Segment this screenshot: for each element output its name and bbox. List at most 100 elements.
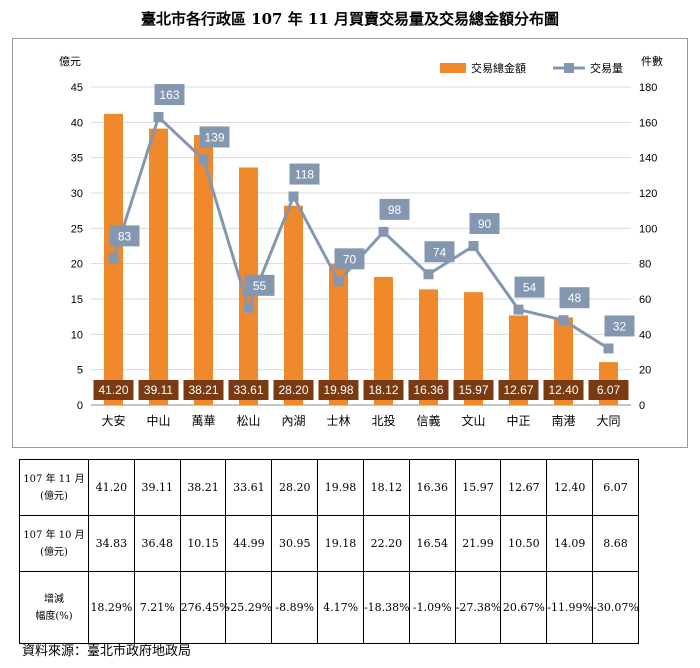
- y-right-tick-label: 40: [639, 329, 651, 341]
- y-left-tick-label: 25: [71, 223, 83, 235]
- y-right-tick-label: 100: [639, 223, 657, 235]
- bar-label-bg: [228, 380, 269, 400]
- bar-label-bg: [273, 380, 314, 400]
- y-right-tick-label: 80: [639, 259, 651, 271]
- line-data-label: 70: [343, 252, 357, 266]
- bar: [194, 134, 213, 405]
- table-cell: -8.89%: [271, 571, 319, 644]
- table-cell: 10.15: [179, 515, 227, 572]
- line-data-label: 54: [523, 281, 537, 295]
- y-right-tick-label: 160: [639, 117, 657, 129]
- source-note: 資料來源：臺北市政府地政局: [22, 644, 192, 659]
- bar-label-bg: [453, 380, 494, 400]
- bar-data-label: 41.20: [98, 383, 128, 397]
- line-series: [112, 115, 610, 350]
- y-left-tick-label: 0: [77, 400, 83, 412]
- y-left-tick-label: 10: [71, 329, 83, 341]
- bar-data-label: 18.12: [368, 383, 398, 397]
- table-cell: 14.09: [546, 515, 594, 572]
- line-point: [603, 343, 614, 354]
- line-label-bg: [559, 287, 590, 309]
- line-point: [243, 302, 254, 313]
- table-cell: 7.21%: [133, 571, 181, 644]
- x-tick-label: 信義: [416, 413, 440, 428]
- table-cell: 4.17%: [317, 571, 364, 644]
- line-data-label: 90: [478, 217, 492, 231]
- table-cell: 34.83: [88, 515, 135, 572]
- table-row-header-line: 幅度(%): [35, 610, 73, 622]
- table-cell: -27.38%: [454, 571, 502, 644]
- table-row: 增減 幅度(%) 18.29% 7.21% 276.45% -25.29% -8.89% 4.…: [19, 571, 639, 644]
- y-left-tick-label: 20: [71, 259, 83, 271]
- bar-data-label: 38.21: [188, 383, 218, 397]
- legend-line-label: 交易量: [590, 61, 623, 75]
- x-tick-label: 中正: [506, 413, 530, 428]
- bar-label-bg: [408, 380, 449, 400]
- table-row-header-line: (億元): [40, 546, 68, 558]
- line-label-bg: [514, 276, 545, 298]
- line-label-bg: [379, 198, 410, 220]
- table-cell: 41.20: [88, 459, 135, 516]
- table-cell: -30.07%: [592, 571, 639, 644]
- bar-data-label: 39.11: [144, 383, 173, 397]
- bar-label-bg: [543, 380, 584, 400]
- table-cell: 10.50: [500, 515, 548, 572]
- bar-data-label: 12.67: [503, 383, 533, 397]
- bar: [149, 128, 168, 405]
- chart-area: 0 5 10 15 20 25 30 35 40 45 0 20 40 60 80 100 120 140 160 1…: [12, 38, 688, 448]
- line-label-bg: [334, 248, 365, 270]
- bar-data-label: 12.40: [548, 383, 578, 397]
- line-label-bg: [604, 315, 635, 337]
- bar-label-bg: [183, 380, 224, 400]
- line-point: [558, 315, 569, 326]
- y-right-tick-label: 180: [639, 82, 657, 94]
- table-cell: 16.54: [408, 515, 456, 572]
- table-cell: 8.68: [592, 515, 639, 572]
- bar-data-label: 16.36: [413, 383, 443, 397]
- line-point: [198, 154, 209, 165]
- legend-bar-label: 交易總金額: [471, 61, 526, 75]
- y-right-tick-label: 60: [639, 294, 651, 306]
- bar: [374, 276, 393, 405]
- data-table: 107 年 11 月 (億元) 41.20 39.11 38.21 33.61 28.20 1…: [19, 459, 639, 644]
- legend-line-marker: [564, 63, 574, 73]
- table-row: 107 年 10 月 (億元) 34.83 36.48 10.15 44.99 30.95 1…: [19, 515, 639, 572]
- line-data-label: 98: [388, 203, 402, 217]
- bar-data-label: 15.97: [458, 383, 488, 397]
- y-left-axis-label: 億元: [59, 55, 81, 68]
- table-cell: -1.09%: [408, 571, 456, 644]
- table-cell: -18.38%: [362, 571, 410, 644]
- y-left-tick-label: 45: [71, 82, 83, 94]
- bar-label-bg: [588, 380, 629, 400]
- table-cell: 22.20: [362, 515, 410, 572]
- line-data-label: 139: [204, 130, 224, 144]
- line-point: [333, 276, 344, 287]
- table-cell: 276.45%: [179, 571, 230, 644]
- table-row-header: 增減 幅度(%): [19, 571, 89, 644]
- table-cell: 16.36: [408, 459, 456, 516]
- y-right-axis-label: 件數: [641, 55, 663, 68]
- x-tick-label: 內湖: [281, 413, 305, 428]
- bar-data-label: 33.61: [233, 383, 263, 397]
- table-row: 107 年 11 月 (億元) 41.20 39.11 38.21 33.61 28.20 1…: [19, 459, 639, 516]
- line-label-bg: [154, 84, 185, 106]
- y-left-tick-label: 30: [71, 188, 83, 200]
- bar-data-label: 28.20: [278, 383, 308, 397]
- table-cell: 36.48: [133, 515, 181, 572]
- table-cell: 28.20: [271, 459, 319, 516]
- x-tick-label: 大同: [596, 414, 620, 428]
- table-cell: 18.29%: [88, 571, 135, 644]
- x-tick-label: 松山: [236, 414, 260, 428]
- bar: [284, 205, 303, 405]
- chart-svg: 0 5 10 15 20 25 30 35 40 45 0 20 40 60 80 100 120 140 160 1…: [59, 55, 663, 428]
- x-tick-label: 北投: [371, 413, 395, 428]
- line-data-label: 83: [118, 229, 132, 243]
- y-left-tick-label: 40: [71, 117, 83, 129]
- table-cell: 15.97: [454, 459, 502, 516]
- line-label-bg: [109, 225, 140, 247]
- y-right-tick-label: 0: [639, 400, 645, 412]
- table-row-header: 107 年 10 月 (億元): [19, 515, 89, 572]
- x-tick-label: 萬華: [191, 414, 215, 428]
- chart-title: 臺北市各行政區 107 年 11 月買賣交易量及交易總金額分布圖: [140, 10, 560, 28]
- table-row-header-line: 107 年 11 月: [23, 473, 85, 485]
